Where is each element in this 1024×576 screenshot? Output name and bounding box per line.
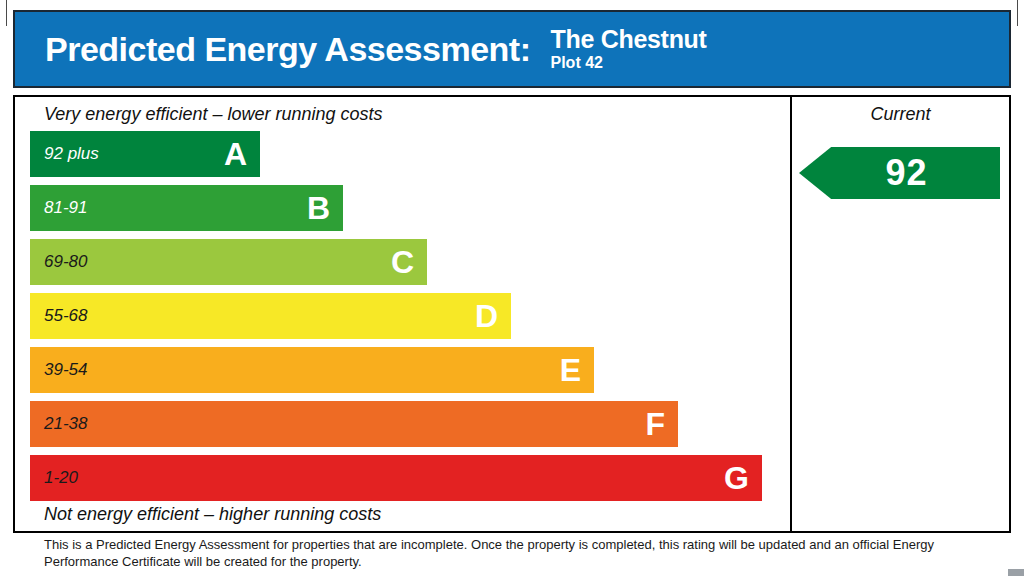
- band-range-label: 69-80: [44, 252, 87, 272]
- band-letter: A: [224, 138, 247, 170]
- crop-mark-right: [1017, 0, 1018, 26]
- epc-band-a: 92 plus A: [30, 131, 260, 177]
- band-range-label: 55-68: [44, 306, 87, 326]
- footer-disclaimer: This is a Predicted Energy Assessment fo…: [44, 536, 989, 570]
- current-rating-arrow: 92: [799, 147, 1000, 199]
- current-rating-value: 92: [871, 152, 927, 194]
- crop-mark-left: [6, 0, 7, 26]
- band-letter: F: [645, 408, 665, 440]
- epc-band-f: 21-38 F: [30, 401, 678, 447]
- predicted-energy-assessment-certificate: Predicted Energy Assessment: The Chestnu…: [0, 0, 1024, 576]
- band-letter: G: [724, 462, 749, 494]
- property-name: The Chestnut: [551, 26, 707, 54]
- plot-number: Plot 42: [551, 53, 707, 74]
- epc-band-c: 69-80 C: [30, 239, 427, 285]
- epc-band-e: 39-54 E: [30, 347, 594, 393]
- property-block: The Chestnut Plot 42: [551, 24, 707, 74]
- current-column-header: Current: [792, 104, 1009, 125]
- epc-band-g: 1-20 G: [30, 455, 762, 501]
- epc-band-d: 55-68 D: [30, 293, 511, 339]
- band-range-label: 92 plus: [44, 144, 99, 164]
- band-letter: E: [560, 354, 581, 386]
- band-letter: B: [307, 192, 330, 224]
- page-title: Predicted Energy Assessment:: [45, 30, 531, 69]
- band-range-label: 81-91: [44, 198, 87, 218]
- column-divider: [790, 97, 792, 531]
- band-range-label: 21-38: [44, 414, 87, 434]
- epc-bands: 92 plus A 81-91 B 69-80 C 55-68 D 39-54 E 21-38 F 1-…: [30, 131, 762, 509]
- top-caption: Very energy efficient – lower running co…: [44, 104, 383, 125]
- epc-band-b: 81-91 B: [30, 185, 343, 231]
- band-letter: C: [391, 246, 414, 278]
- header-banner: Predicted Energy Assessment: The Chestnu…: [13, 10, 1011, 88]
- corner-artifact: [1008, 569, 1024, 576]
- band-range-label: 39-54: [44, 360, 87, 380]
- band-range-label: 1-20: [44, 468, 78, 488]
- energy-rating-chart: Very energy efficient – lower running co…: [13, 95, 1011, 533]
- bottom-caption: Not energy efficient – higher running co…: [44, 504, 381, 525]
- band-letter: D: [475, 300, 498, 332]
